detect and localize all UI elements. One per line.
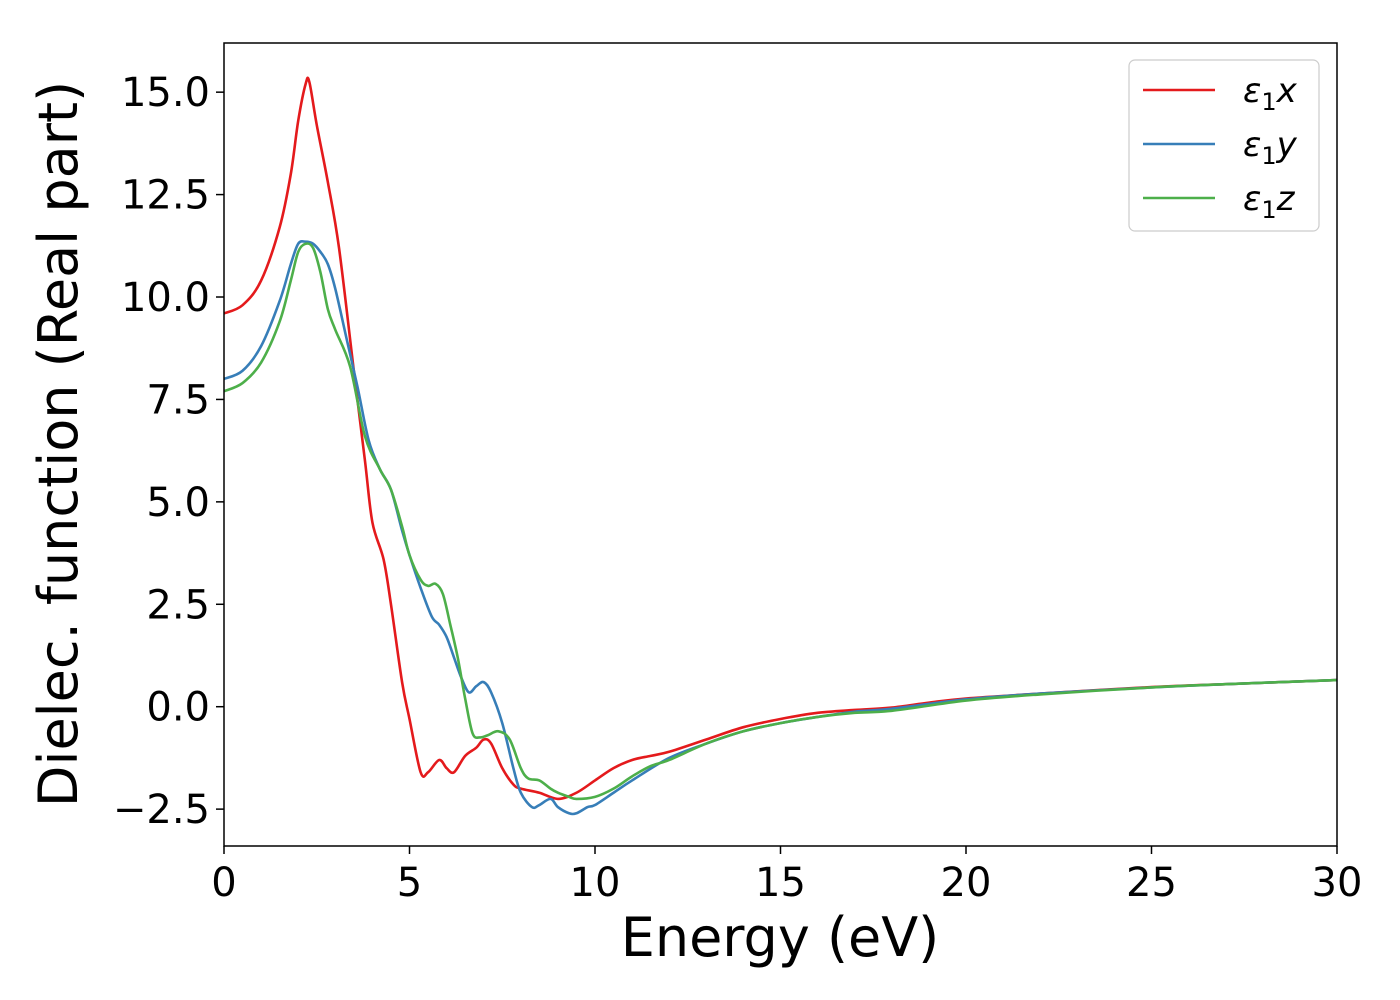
y-tick-label: 7.5 bbox=[146, 377, 210, 423]
y-tick-label: 12.5 bbox=[121, 173, 210, 219]
x-tick-label: 30 bbox=[1312, 860, 1363, 906]
y-axis-label: Dielec. function (Real part) bbox=[27, 81, 90, 807]
y-axis: −2.5 0.0 2.5 5.0 7.5 10.0 12.5 15.0 bbox=[113, 70, 224, 833]
legend-label: ε1x bbox=[1243, 71, 1298, 116]
y-tick-label: 5.0 bbox=[146, 480, 210, 526]
x-tick-label: 20 bbox=[941, 860, 992, 906]
x-axis-label: Energy (eV) bbox=[621, 906, 940, 969]
x-tick-label: 15 bbox=[755, 860, 806, 906]
x-tick-label: 0 bbox=[211, 860, 236, 906]
y-tick-label: 0.0 bbox=[146, 685, 210, 731]
legend-label: ε1y bbox=[1243, 125, 1298, 170]
series-layer bbox=[224, 76, 1337, 816]
y-tick-label: 2.5 bbox=[146, 582, 210, 628]
x-tick-label: 10 bbox=[570, 860, 621, 906]
x-tick-label: 25 bbox=[1126, 860, 1177, 906]
legend-box bbox=[1128, 59, 1320, 232]
x-axis: 0 5 10 15 20 25 30 bbox=[211, 846, 1362, 906]
y-tick-label: −2.5 bbox=[113, 787, 210, 833]
legend-label: ε1z bbox=[1243, 179, 1296, 224]
y-tick-label: 10.0 bbox=[121, 275, 210, 321]
legend: ε1x ε1y ε1z bbox=[1128, 59, 1320, 232]
series-line-x bbox=[224, 76, 1337, 801]
series-line-z bbox=[224, 242, 1337, 801]
y-tick-label: 15.0 bbox=[121, 70, 210, 116]
x-tick-label: 5 bbox=[397, 860, 422, 906]
